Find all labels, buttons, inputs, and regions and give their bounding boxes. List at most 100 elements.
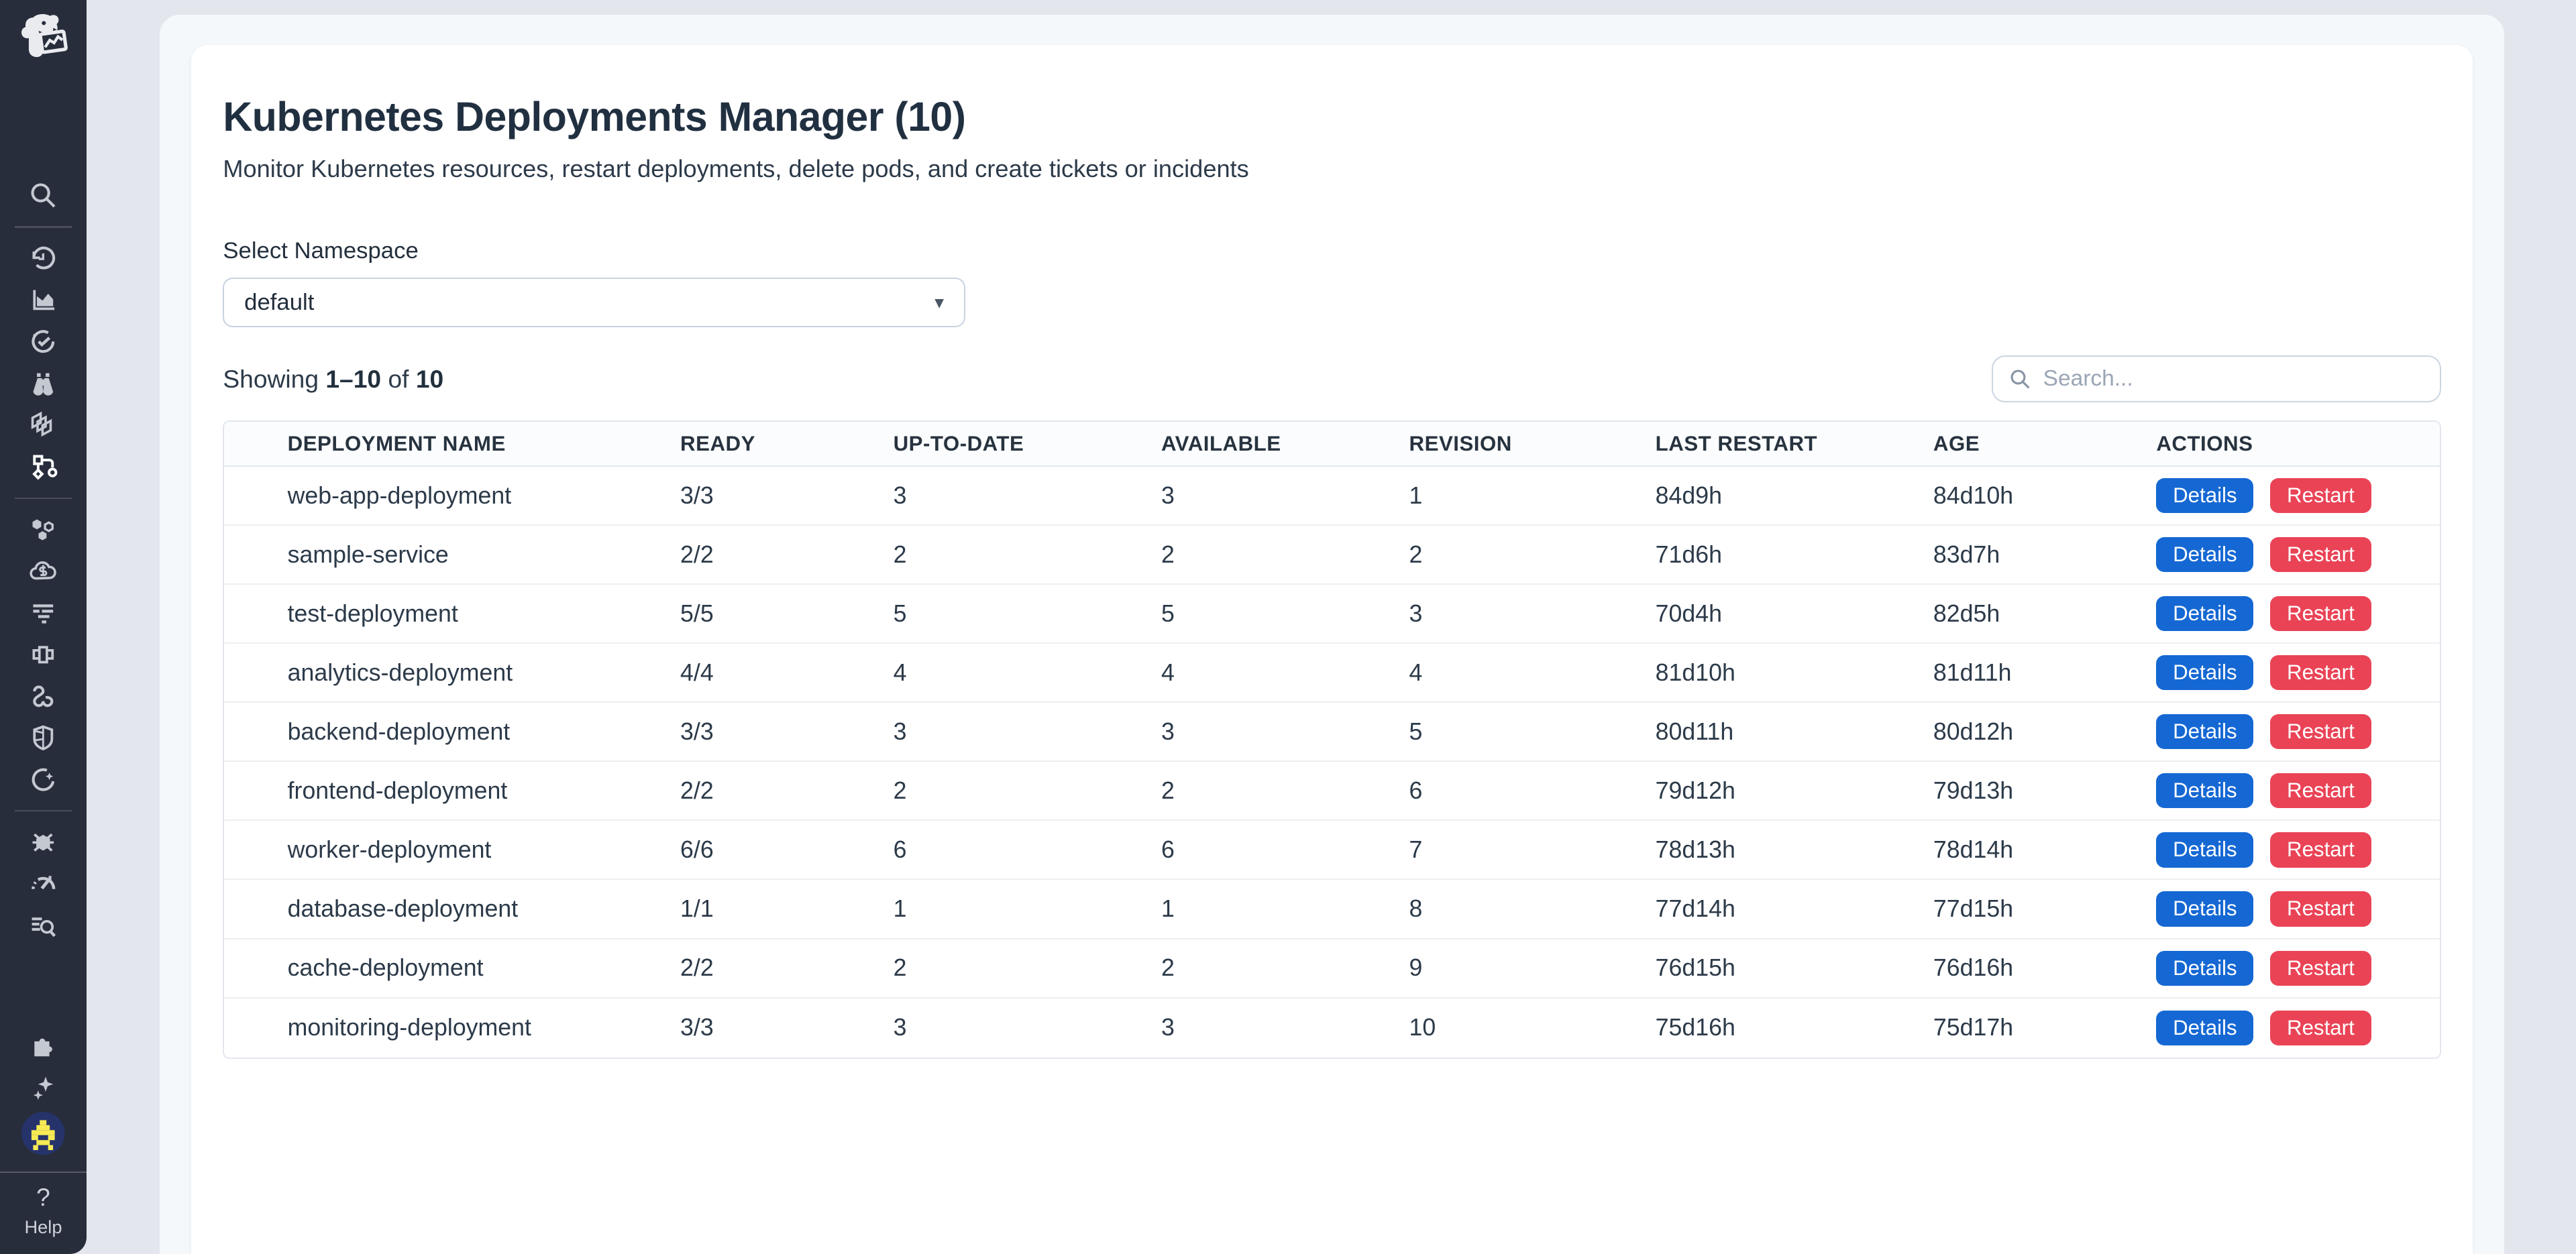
table-body: web-app-deployment 3/3 3 3 1 84d9h 84d10… [224, 467, 2440, 1058]
actions-cell: Details Restart [2156, 655, 2440, 691]
layers-icon[interactable] [0, 404, 87, 446]
details-button[interactable]: Details [2156, 1010, 2254, 1045]
age-cell: 78d14h [1933, 836, 2014, 863]
filter-lines-icon[interactable] [0, 592, 87, 634]
revision-cell: 5 [1409, 718, 1423, 745]
restart-button[interactable]: Restart [2270, 478, 2371, 514]
up-to-date-cell: 5 [893, 600, 907, 627]
up-to-date-cell: 2 [893, 777, 907, 804]
sparkles-icon[interactable] [0, 1067, 87, 1108]
revision-cell: 9 [1409, 954, 1423, 982]
actions-cell: Details Restart [2156, 596, 2440, 632]
column-header-last-restart: LAST RESTART [1655, 431, 1818, 455]
target-check-icon[interactable] [0, 321, 87, 363]
sparkle-circle-icon[interactable] [0, 758, 87, 800]
age-cell: 81d11h [1933, 659, 2012, 686]
up-to-date-cell: 3 [893, 718, 907, 745]
restart-button[interactable]: Restart [2270, 714, 2371, 750]
ready-cell: 5/5 [680, 600, 714, 627]
results-summary: Showing 1–10 of 10 [223, 364, 444, 393]
windows-icon[interactable] [0, 634, 87, 675]
details-button[interactable]: Details [2156, 832, 2254, 868]
area-chart-icon[interactable] [0, 280, 87, 321]
puzzle-icon[interactable] [0, 1025, 87, 1067]
binoculars-icon[interactable] [0, 363, 87, 404]
shield-icon[interactable] [0, 717, 87, 758]
details-button[interactable]: Details [2156, 655, 2254, 691]
up-to-date-cell: 1 [893, 895, 907, 922]
details-button[interactable]: Details [2156, 478, 2254, 514]
up-to-date-cell: 6 [893, 836, 907, 863]
help-button[interactable]: ? Help [0, 1172, 87, 1254]
deployment-name-cell: backend-deployment [287, 718, 511, 745]
restart-button[interactable]: Restart [2270, 950, 2371, 986]
restart-button[interactable]: Restart [2270, 596, 2371, 632]
ready-cell: 3/3 [680, 1014, 714, 1041]
actions-cell: Details Restart [2156, 832, 2440, 868]
flowchart-icon[interactable] [0, 446, 87, 488]
ready-cell: 3/3 [680, 481, 714, 509]
ready-cell: 3/3 [680, 718, 714, 745]
gauge-icon[interactable] [0, 863, 87, 905]
restart-button[interactable]: Restart [2270, 655, 2371, 691]
hexagons-icon[interactable] [0, 509, 87, 551]
actions-cell: Details Restart [2156, 714, 2440, 750]
deployment-name-cell: worker-deployment [287, 836, 492, 863]
column-header-revision: REVISION [1409, 431, 1512, 455]
restart-button[interactable]: Restart [2270, 891, 2371, 927]
details-button[interactable]: Details [2156, 773, 2254, 809]
column-header-up-to-date: UP-TO-DATE [893, 431, 1024, 455]
table-row: test-deployment 5/5 5 5 3 70d4h 82d5h De… [224, 585, 2440, 644]
restart-button[interactable]: Restart [2270, 1010, 2371, 1045]
history-clock-icon[interactable] [0, 238, 87, 280]
up-to-date-cell: 3 [893, 1014, 907, 1041]
restart-button[interactable]: Restart [2270, 773, 2371, 809]
revision-cell: 10 [1409, 1014, 1436, 1041]
revision-cell: 1 [1409, 481, 1423, 509]
restart-button[interactable]: Restart [2270, 832, 2371, 868]
search-lines-icon[interactable] [0, 905, 87, 946]
up-to-date-cell: 2 [893, 954, 907, 982]
available-cell: 2 [1161, 777, 1175, 804]
cloud-dollar-icon[interactable] [0, 551, 87, 592]
ready-cell: 2/2 [680, 954, 714, 982]
help-icon: ? [36, 1183, 50, 1212]
last-restart-cell: 79d12h [1655, 777, 1735, 804]
age-cell: 84d10h [1933, 481, 2014, 509]
table-row: cache-deployment 2/2 2 2 9 76d15h 76d16h… [224, 939, 2440, 999]
up-to-date-cell: 3 [893, 481, 907, 509]
ready-cell: 2/2 [680, 777, 714, 804]
last-restart-cell: 76d15h [1655, 954, 1735, 982]
content-card: Kubernetes Deployments Manager (10) Moni… [191, 44, 2473, 1254]
restart-button[interactable]: Restart [2270, 537, 2371, 573]
actions-cell: Details Restart [2156, 891, 2440, 927]
details-button[interactable]: Details [2156, 596, 2254, 632]
namespace-select[interactable]: default ▾ [223, 277, 965, 328]
last-restart-cell: 78d13h [1655, 836, 1735, 863]
user-avatar[interactable] [0, 1108, 87, 1158]
details-button[interactable]: Details [2156, 950, 2254, 986]
search-input[interactable] [2043, 366, 2425, 392]
details-button[interactable]: Details [2156, 714, 2254, 750]
deployment-name-cell: sample-service [287, 540, 449, 568]
table-row: frontend-deployment 2/2 2 2 6 79d12h 79d… [224, 762, 2440, 821]
page-subtitle: Monitor Kubernetes resources, restart de… [223, 155, 1249, 183]
table-row: worker-deployment 6/6 6 6 7 78d13h 78d14… [224, 821, 2440, 880]
age-cell: 80d12h [1933, 718, 2014, 745]
details-button[interactable]: Details [2156, 537, 2254, 573]
details-button[interactable]: Details [2156, 891, 2254, 927]
link-icon[interactable] [0, 675, 87, 717]
revision-cell: 2 [1409, 540, 1423, 568]
deployment-name-cell: frontend-deployment [287, 777, 508, 804]
search-box[interactable] [1992, 355, 2442, 402]
sidebar-divider [15, 809, 72, 812]
available-cell: 5 [1161, 600, 1175, 627]
last-restart-cell: 80d11h [1655, 718, 1734, 745]
up-to-date-cell: 2 [893, 540, 907, 568]
datadog-dog-logo[interactable] [11, 8, 74, 71]
actions-cell: Details Restart [2156, 537, 2440, 573]
bug-icon[interactable] [0, 821, 87, 863]
page-title: Kubernetes Deployments Manager (10) [223, 93, 966, 139]
search-icon[interactable] [0, 174, 87, 216]
deployment-name-cell: monitoring-deployment [287, 1014, 531, 1041]
